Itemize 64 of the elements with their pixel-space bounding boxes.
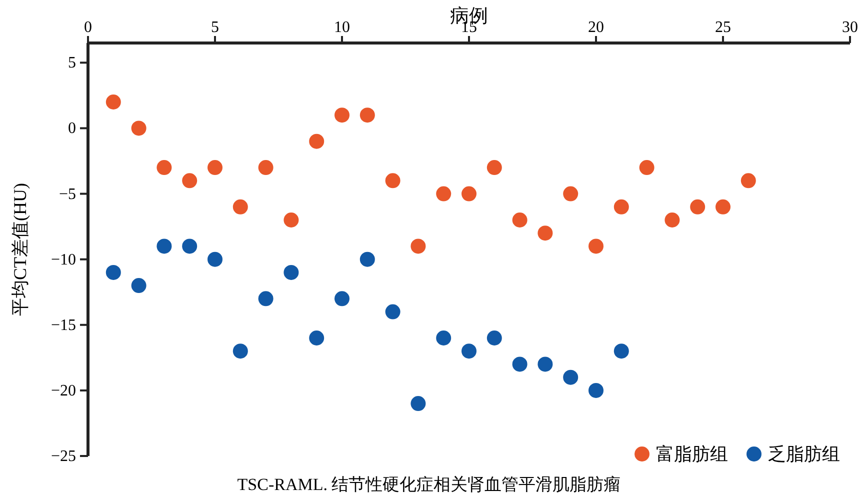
point [258, 291, 274, 306]
point [512, 356, 528, 372]
point [639, 160, 654, 176]
point [131, 278, 146, 294]
y-tick-label: −5 [58, 186, 76, 203]
x-tick-label: 5 [211, 19, 219, 36]
x-tick-label: 10 [334, 19, 350, 36]
point [486, 330, 502, 346]
point [462, 344, 476, 359]
point [538, 356, 553, 372]
legend-label: 乏脂肪组 [768, 444, 840, 464]
x-tick-label: 30 [842, 19, 858, 36]
legend-label: 富脂肪组 [656, 444, 728, 464]
point [208, 252, 222, 267]
point [106, 264, 121, 280]
point [182, 238, 198, 254]
y-axis-title: 平均CT差值(HU) [10, 183, 30, 316]
point [512, 212, 528, 228]
point [232, 199, 248, 214]
point [563, 370, 578, 385]
point [360, 108, 375, 123]
point [385, 173, 400, 188]
point [436, 186, 452, 202]
point [410, 396, 426, 412]
point [664, 212, 680, 228]
point [740, 173, 756, 188]
point [614, 344, 629, 359]
point [486, 160, 502, 176]
point [538, 226, 553, 241]
point [690, 199, 706, 214]
point [182, 173, 198, 188]
point [462, 186, 476, 202]
point [410, 238, 426, 254]
y-tick-label: −25 [50, 448, 76, 465]
point [309, 134, 324, 149]
point [208, 160, 222, 176]
point [563, 186, 578, 202]
point [258, 160, 274, 176]
point [436, 330, 452, 346]
point [156, 238, 172, 254]
point [334, 108, 350, 123]
point [360, 252, 375, 267]
text: TSC-RAML. 结节性硬化症相关肾血管平滑肌脂肪瘤 [237, 475, 621, 494]
y-tick-label: −10 [50, 251, 76, 268]
point [106, 94, 121, 110]
point [284, 264, 299, 280]
point [156, 160, 172, 176]
point [385, 304, 400, 320]
point [588, 382, 604, 398]
point [716, 199, 730, 214]
y-tick-label: −15 [50, 316, 76, 334]
y-tick-label: 5 [68, 54, 76, 72]
x-tick-label: 20 [588, 19, 604, 36]
point [614, 199, 629, 214]
y-tick-label: 0 [68, 120, 76, 138]
point [284, 212, 299, 228]
x-tick-label: 0 [84, 19, 92, 36]
point [131, 120, 146, 136]
point [588, 238, 604, 254]
point [334, 291, 350, 306]
x-tick-label: 25 [715, 19, 731, 36]
point [309, 330, 324, 346]
y-tick-label: −20 [50, 382, 76, 400]
point [232, 344, 248, 359]
